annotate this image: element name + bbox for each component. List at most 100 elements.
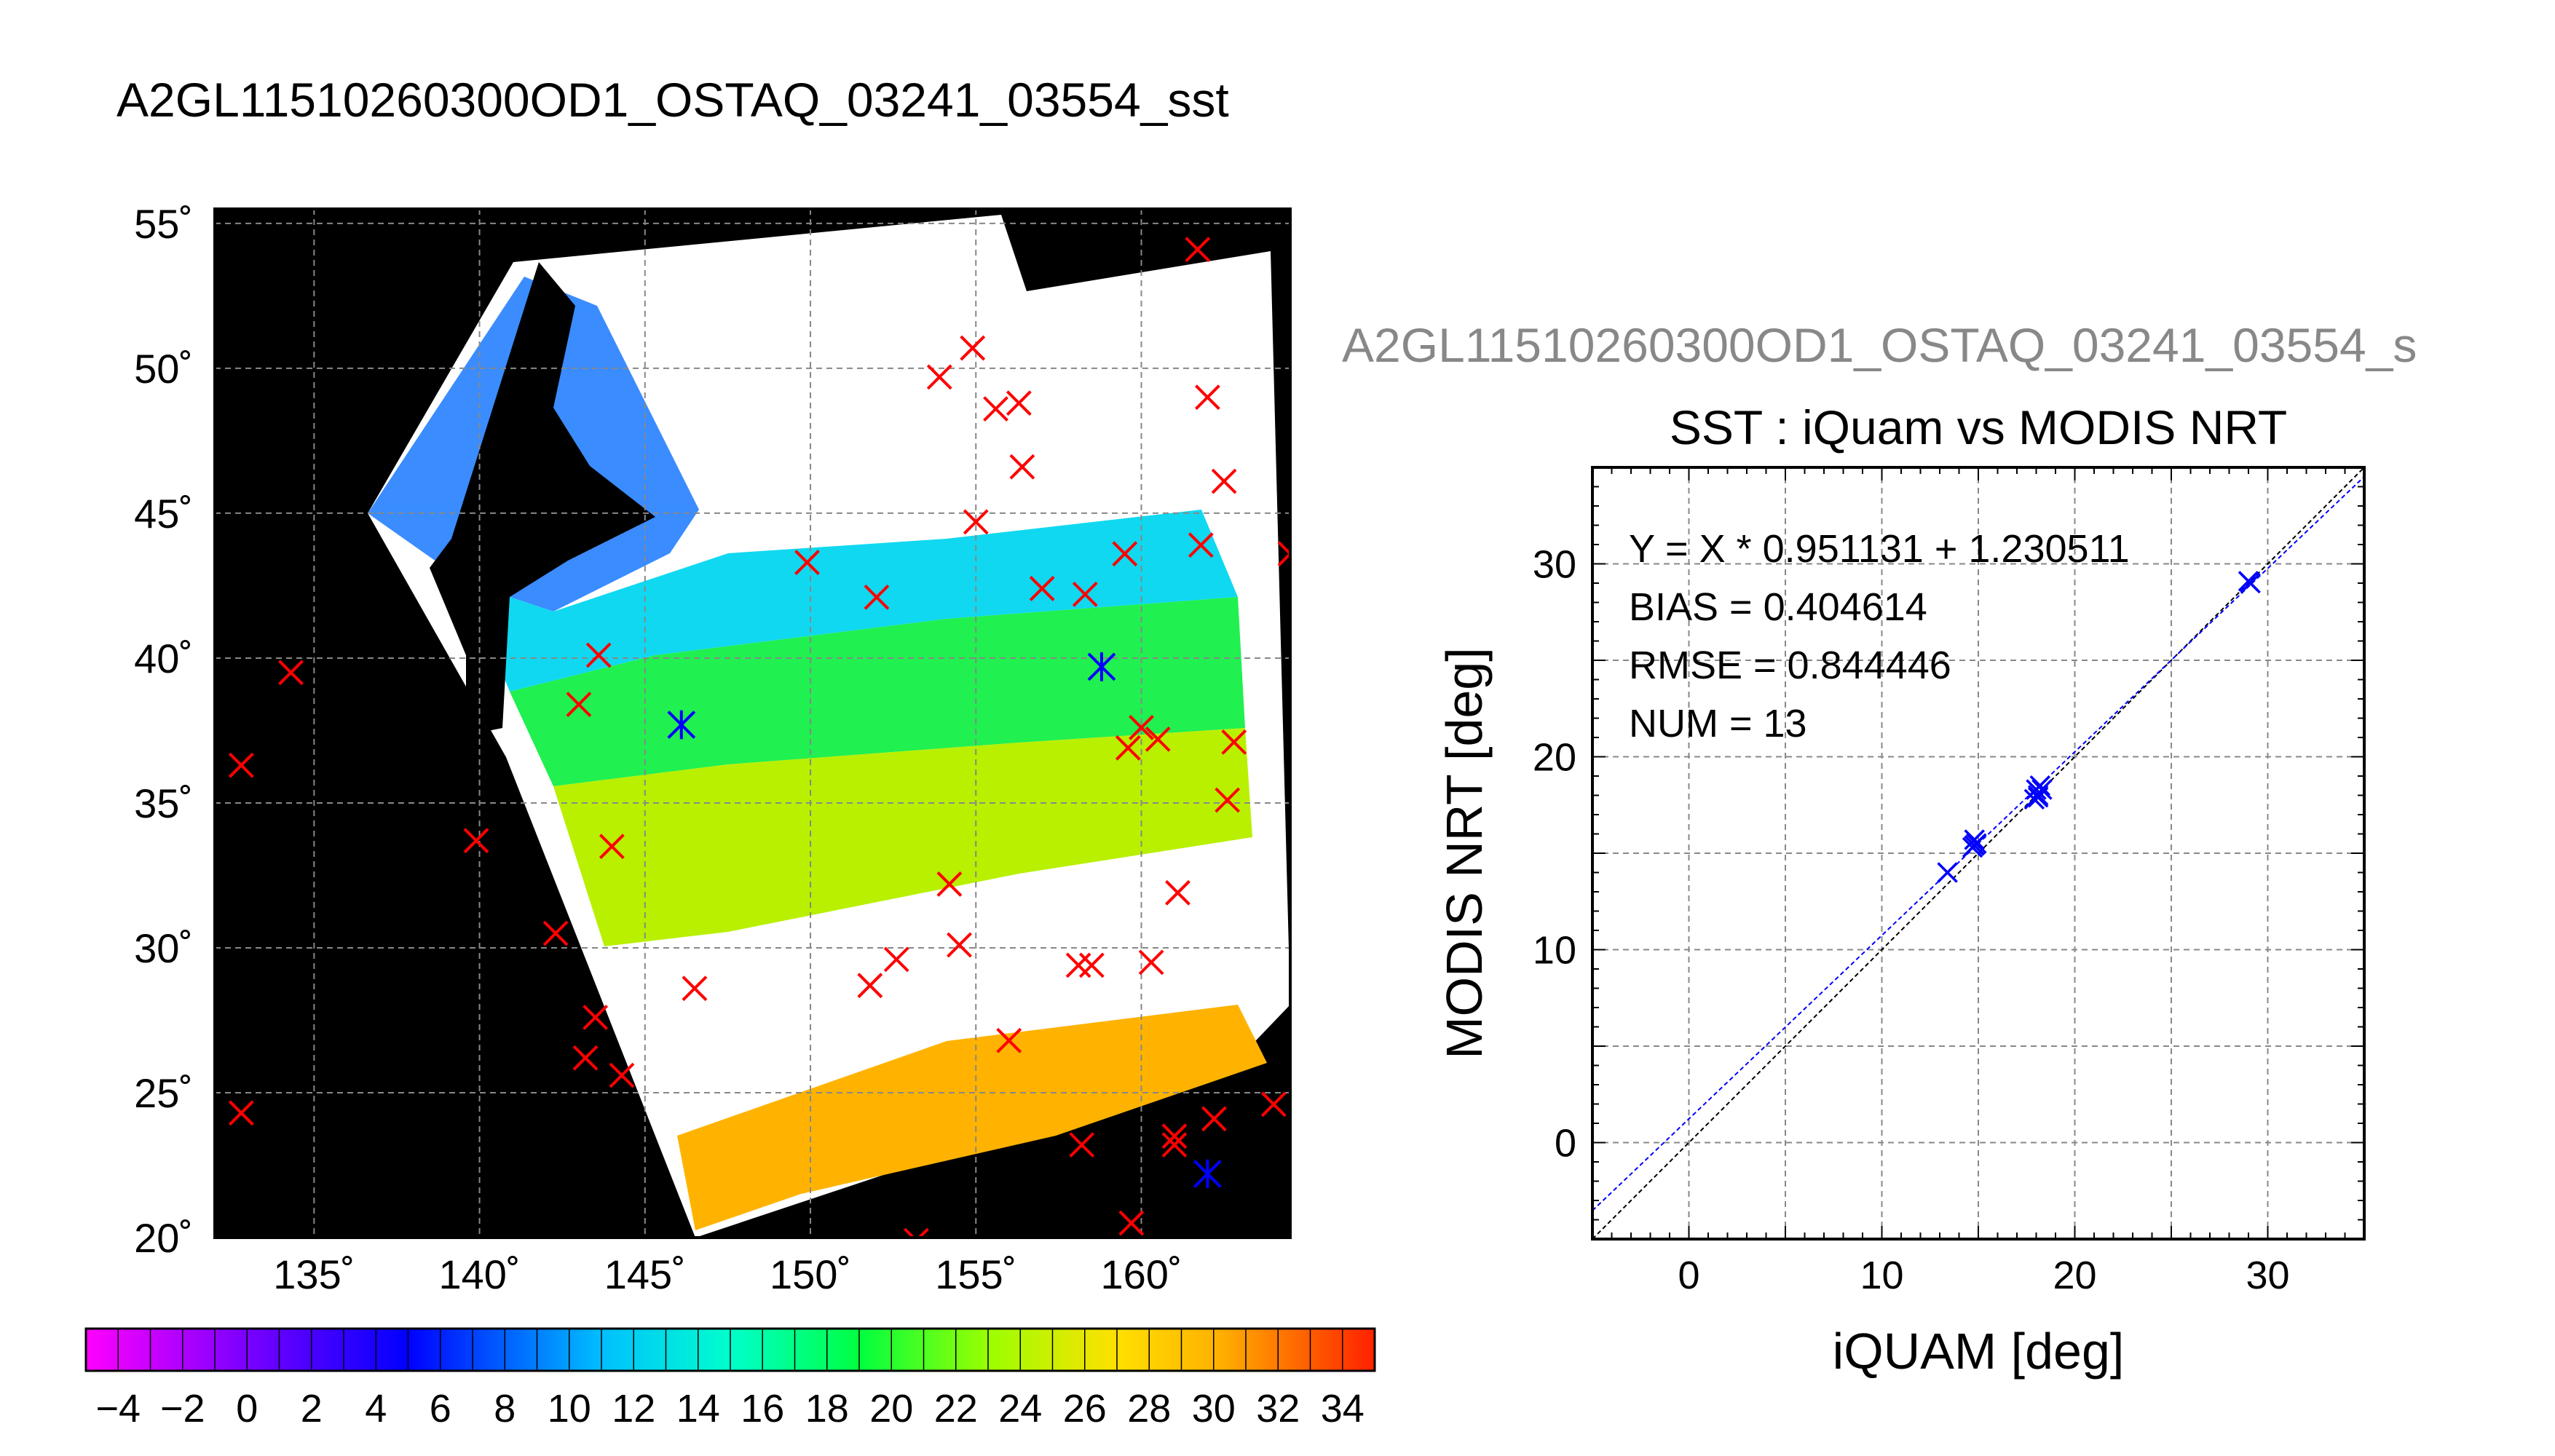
sst-band-warmer <box>677 1005 1267 1230</box>
map-marker-unmatched <box>1006 390 1032 416</box>
chart-title: SST : iQuam vs MODIS NRT <box>1670 400 2287 454</box>
scatter-point <box>1964 835 1985 856</box>
map-marker-unmatched <box>1260 1091 1287 1117</box>
map-lat-tick-label: 40˚ <box>134 636 193 681</box>
x-tick-label: 10 <box>1860 1254 1903 1297</box>
x-tick-label: 20 <box>2053 1254 2096 1297</box>
map-marker-unmatched <box>996 1027 1022 1053</box>
map-marker-unmatched <box>1201 1106 1227 1132</box>
map-lat-labels: 55˚ 50˚ 45˚ 40˚ 35˚ 30˚ 25˚ 20˚ <box>134 201 193 1261</box>
map-marker-unmatched <box>926 364 952 390</box>
map-lat-tick-label: 55˚ <box>134 201 193 247</box>
y-tick-labels: 0 10 20 30 <box>1533 543 1576 1166</box>
y-axis-label: MODIS NRT [deg] <box>1436 647 1493 1059</box>
scatter-point <box>2031 779 2053 800</box>
map-lon-tick-label: 160˚ <box>1100 1251 1182 1297</box>
colorbar-label: −2 <box>160 1387 205 1431</box>
colorbar-ticks <box>85 1329 1375 1371</box>
map-marker-unmatched <box>1161 1123 1188 1150</box>
x-tick-label: 30 <box>2246 1254 2289 1297</box>
main-title: A2GL11510260300OD1_OSTAQ_03241_03554_sst <box>117 73 1229 127</box>
map-marker-unmatched <box>864 584 890 610</box>
map-marker-unmatched <box>1065 952 1091 978</box>
landmass-japan <box>430 262 655 735</box>
x-tick-label: 0 <box>1678 1254 1699 1297</box>
colorbar-label: 34 <box>1321 1387 1365 1431</box>
map-marker-matched <box>1193 1159 1222 1189</box>
map-marker-unmatched <box>1115 735 1141 761</box>
map-marker-unmatched <box>794 550 820 576</box>
y-tick-label: 0 <box>1555 1122 1576 1166</box>
map-marker-unmatched <box>1277 541 1290 567</box>
colorbar-label: −4 <box>95 1387 141 1431</box>
map-marker-unmatched <box>463 828 489 854</box>
colorbar-label: 10 <box>548 1387 591 1431</box>
map-marker-unmatched <box>1029 576 1055 601</box>
stat-rmse: RMSE = 0.844446 <box>1629 644 1951 687</box>
map-marker-unmatched <box>1221 729 1247 755</box>
stat-num: NUM = 13 <box>1629 702 1807 745</box>
map-marker-unmatched <box>936 871 963 897</box>
plot-grid <box>1592 467 2364 1239</box>
scatter-point <box>1937 862 1958 883</box>
colorbar-label: 16 <box>741 1387 784 1431</box>
map-marker-unmatched <box>228 1100 254 1126</box>
map-markers <box>228 237 1290 1238</box>
x-axis-label: iQUAM [deg] <box>1833 1323 2125 1380</box>
map-marker-unmatched <box>883 946 909 973</box>
colorbar-label: 24 <box>998 1387 1042 1431</box>
stat-bias: BIAS = 0.404614 <box>1629 585 1927 629</box>
map-marker-unmatched <box>1118 1210 1145 1236</box>
colorbar-label: 2 <box>301 1387 323 1431</box>
colorbar-label: 6 <box>430 1387 451 1431</box>
sst-band-warm <box>553 728 1252 946</box>
colorbar-label: 26 <box>1063 1387 1107 1431</box>
colorbar-label: 18 <box>805 1387 849 1431</box>
plot-ticks <box>1592 467 2365 1240</box>
map-marker-unmatched <box>904 1227 929 1238</box>
colorbar-label: 28 <box>1127 1387 1171 1431</box>
y-tick-label: 20 <box>1533 736 1576 780</box>
map-marker-unmatched <box>1138 949 1164 976</box>
map-lon-tick-label: 150˚ <box>770 1251 851 1297</box>
map-lat-tick-label: 30˚ <box>134 925 193 971</box>
map-marker-unmatched <box>1211 468 1237 494</box>
map-marker-unmatched <box>947 932 972 958</box>
map-lat-tick-label: 20˚ <box>134 1215 193 1261</box>
map-lat-tick-label: 25˚ <box>134 1070 193 1116</box>
map-grid <box>215 209 1290 1238</box>
map-lat-tick-label: 45˚ <box>134 491 193 537</box>
scatter-panel: A2GL11510260300OD1_OSTAQ_03241_03554_s S… <box>1342 318 2417 1380</box>
scatter-markers <box>1937 571 2261 883</box>
map-marker-unmatched <box>542 920 569 946</box>
scatter-point <box>1964 829 1985 850</box>
colorbar-label: 8 <box>494 1387 516 1431</box>
map-lon-tick-label: 155˚ <box>935 1251 1016 1297</box>
colorbar-label: 22 <box>934 1387 978 1431</box>
colorbar-label: 14 <box>676 1387 720 1431</box>
map-marker-matched <box>667 710 696 740</box>
scatter-subtitle: A2GL11510260300OD1_OSTAQ_03241_03554_s <box>1342 318 2417 372</box>
scatter-point <box>2238 571 2259 592</box>
map-marker-unmatched <box>585 642 612 668</box>
map-marker-unmatched <box>983 396 1008 422</box>
map-marker-unmatched <box>609 1062 635 1088</box>
colorbar-label: 12 <box>612 1387 655 1431</box>
map-marker-unmatched <box>1072 581 1098 607</box>
map-frame <box>213 207 1292 1239</box>
colorbar-label: 30 <box>1192 1387 1236 1431</box>
map-marker-unmatched <box>682 976 708 1002</box>
map-marker-unmatched <box>1194 384 1220 411</box>
map-marker-unmatched <box>1069 1132 1095 1158</box>
map-lon-tick-label: 140˚ <box>439 1251 521 1297</box>
y-tick-label: 30 <box>1533 543 1576 587</box>
map-marker-matched <box>1087 652 1116 681</box>
map-marker-unmatched <box>572 1045 599 1071</box>
map-marker-unmatched <box>1129 715 1154 740</box>
colorbar-label: 20 <box>869 1387 913 1431</box>
map-marker-unmatched <box>1145 726 1171 752</box>
map-marker-unmatched <box>857 973 883 999</box>
map-marker-unmatched <box>1215 787 1241 813</box>
x-tick-labels: 0 10 20 30 <box>1678 1254 2289 1297</box>
colorbar: −4 −2 0 2 4 6 8 10 12 14 16 18 20 22 24 26 28 30 32 34 <box>84 1327 1376 1431</box>
